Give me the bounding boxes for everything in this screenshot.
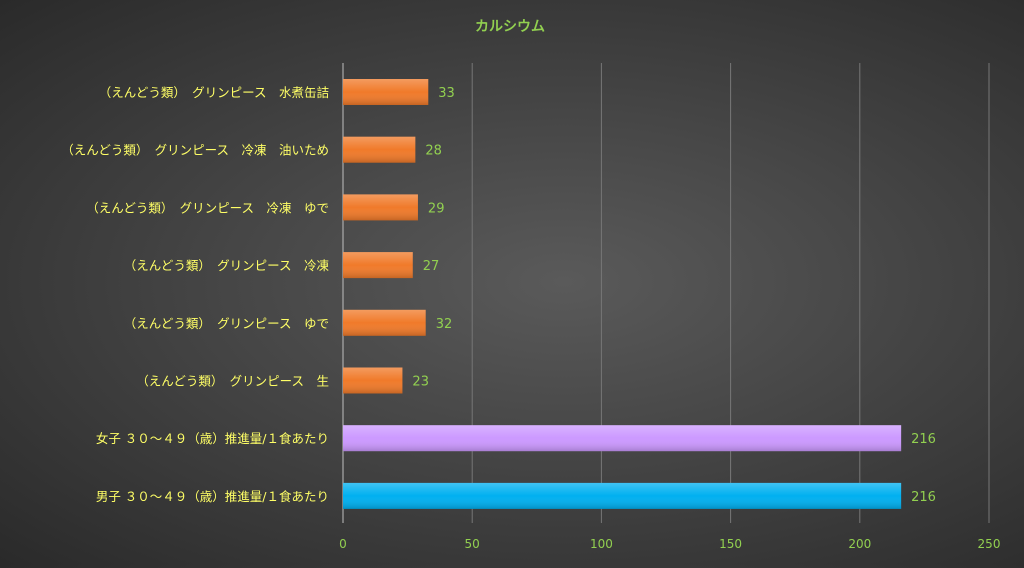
bars <box>343 79 902 509</box>
data-label: 28 <box>425 144 442 159</box>
category-labels: （えんどう類） グリンピース 水煮缶詰 （えんどう類） グリンピース 冷凍 油いた… <box>61 85 329 504</box>
category-label: （えんどう類） グリンピース 冷凍 油いため <box>61 143 329 158</box>
bar-shine <box>343 367 403 394</box>
category-label: （えんどう類） グリンピース 冷凍 <box>124 258 330 273</box>
bar-shine <box>343 136 416 163</box>
chart-title: カルシウム <box>475 19 545 35</box>
x-tick-label: 200 <box>848 537 871 551</box>
category-label: （えんどう類） グリンピース 冷凍 ゆで <box>86 200 329 215</box>
category-label: （えんどう類） グリンピース ゆで <box>124 316 329 331</box>
bar-shine <box>343 425 902 452</box>
data-label: 29 <box>428 201 445 216</box>
category-label: 女子 ３０～４９（歳）推進量/１食あたり <box>96 431 329 446</box>
data-label: 33 <box>438 86 455 101</box>
x-tick-label: 0 <box>339 537 347 551</box>
category-label: （えんどう類） グリンピース 生 <box>136 374 329 389</box>
bar-shine <box>343 482 902 509</box>
x-tick-label: 50 <box>465 537 480 551</box>
bar-shine <box>343 79 429 105</box>
bar-shine <box>343 252 413 279</box>
data-label: 216 <box>911 432 936 447</box>
data-label: 32 <box>436 317 453 332</box>
category-label: （えんどう類） グリンピース 水煮缶詰 <box>99 85 329 100</box>
gridlines <box>342 63 990 523</box>
bar-shine <box>343 309 426 336</box>
data-labels: 33 28 29 27 32 23 216 216 <box>412 86 936 505</box>
data-label: 23 <box>412 375 429 390</box>
x-axis-tick-labels: 0 50 100 150 200 250 <box>339 537 1000 551</box>
x-tick-label: 150 <box>719 537 742 551</box>
data-label: 216 <box>911 490 936 505</box>
x-tick-label: 250 <box>978 537 1001 551</box>
bar-shine <box>343 194 418 221</box>
x-tick-label: 100 <box>590 537 613 551</box>
data-label: 27 <box>423 259 440 274</box>
category-label: 男子 ３０～４９（歳）推進量/１食あたり <box>96 489 329 504</box>
